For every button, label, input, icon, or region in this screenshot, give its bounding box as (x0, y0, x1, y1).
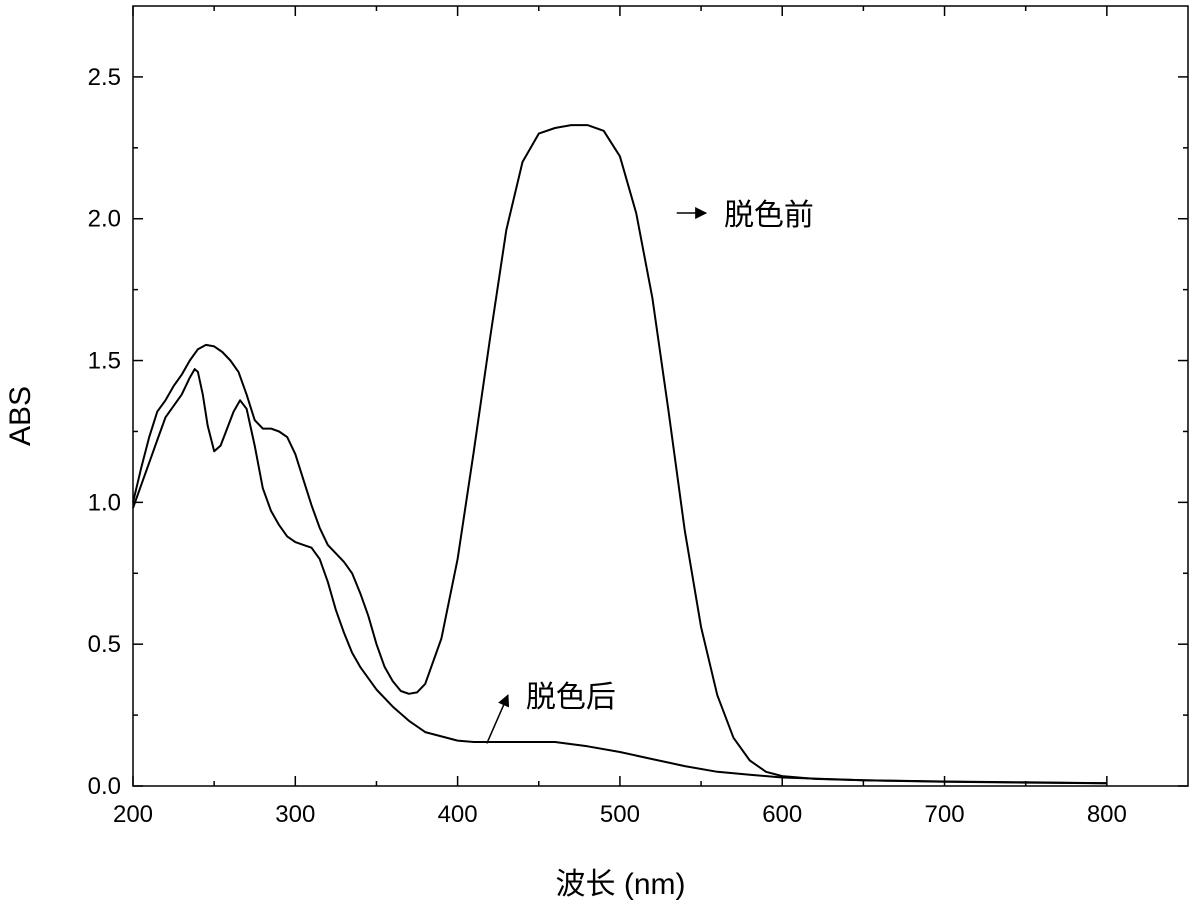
x-tick-label: 800 (1087, 801, 1127, 828)
x-axis: 200 300 400 500 600 700 800 (113, 6, 1127, 828)
series-line-after-decolorization (132, 368, 1107, 785)
plot-frame (132, 5, 1189, 787)
x-axis-title: 波长 (nm) (556, 868, 686, 901)
y-axis: 0.0 0.5 1.0 1.5 2.0 2.5 (88, 64, 1188, 800)
x-tick-label: 700 (925, 801, 965, 828)
series-layer (132, 124, 1107, 785)
annotation-arrow (486, 694, 510, 744)
x-tick-label: 500 (600, 801, 640, 828)
y-tick-label: 1.0 (88, 489, 121, 516)
y-tick-label: 0.0 (88, 773, 121, 800)
y-tick-label: 0.5 (88, 631, 121, 658)
annotation-label: 脱色后 (526, 680, 616, 715)
annotation-label: 脱色前 (724, 198, 814, 233)
x-tick-label: 300 (275, 801, 315, 828)
y-tick-label: 1.5 (88, 348, 121, 375)
series-line-before-decolorization (132, 124, 1107, 785)
x-tick-label: 600 (762, 801, 802, 828)
plot-border (132, 5, 1189, 787)
x-tick-label: 400 (438, 801, 478, 828)
y-tick-label: 2.0 (88, 206, 121, 233)
y-axis-title: ABS (4, 386, 37, 446)
y-tick-label: 2.5 (88, 64, 121, 91)
x-tick-label: 200 (113, 801, 153, 828)
